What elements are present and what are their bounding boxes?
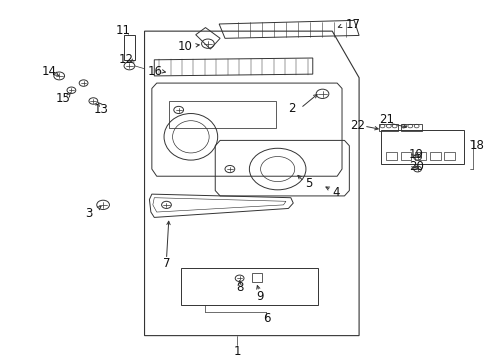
Text: 2: 2 <box>288 102 295 114</box>
Text: 1: 1 <box>233 345 241 357</box>
Text: 16: 16 <box>147 65 162 78</box>
Bar <box>444 152 454 160</box>
Text: 7: 7 <box>163 257 170 270</box>
Bar <box>400 123 422 131</box>
Text: 15: 15 <box>56 92 70 105</box>
Bar <box>124 35 135 60</box>
Text: 20: 20 <box>408 160 423 173</box>
Bar <box>251 273 261 282</box>
Bar <box>400 152 410 160</box>
Text: 3: 3 <box>84 207 92 220</box>
Text: 11: 11 <box>116 23 131 37</box>
Text: 18: 18 <box>468 139 484 152</box>
Text: 9: 9 <box>256 290 264 303</box>
Text: 17: 17 <box>345 18 360 31</box>
Text: 10: 10 <box>177 40 192 53</box>
Text: 14: 14 <box>42 65 57 78</box>
Text: 21: 21 <box>379 113 394 126</box>
Bar <box>385 152 396 160</box>
Bar <box>181 267 317 305</box>
Text: 8: 8 <box>235 281 243 294</box>
Text: 22: 22 <box>349 119 365 132</box>
Text: 13: 13 <box>93 103 108 116</box>
Text: 5: 5 <box>305 177 312 190</box>
Bar <box>414 152 425 160</box>
Bar <box>429 152 440 160</box>
Text: 4: 4 <box>332 186 339 199</box>
Text: 6: 6 <box>262 312 270 325</box>
Text: 19: 19 <box>408 148 423 161</box>
Bar <box>380 130 463 164</box>
Bar <box>378 123 397 131</box>
Text: 12: 12 <box>118 53 133 66</box>
Bar <box>168 101 276 128</box>
